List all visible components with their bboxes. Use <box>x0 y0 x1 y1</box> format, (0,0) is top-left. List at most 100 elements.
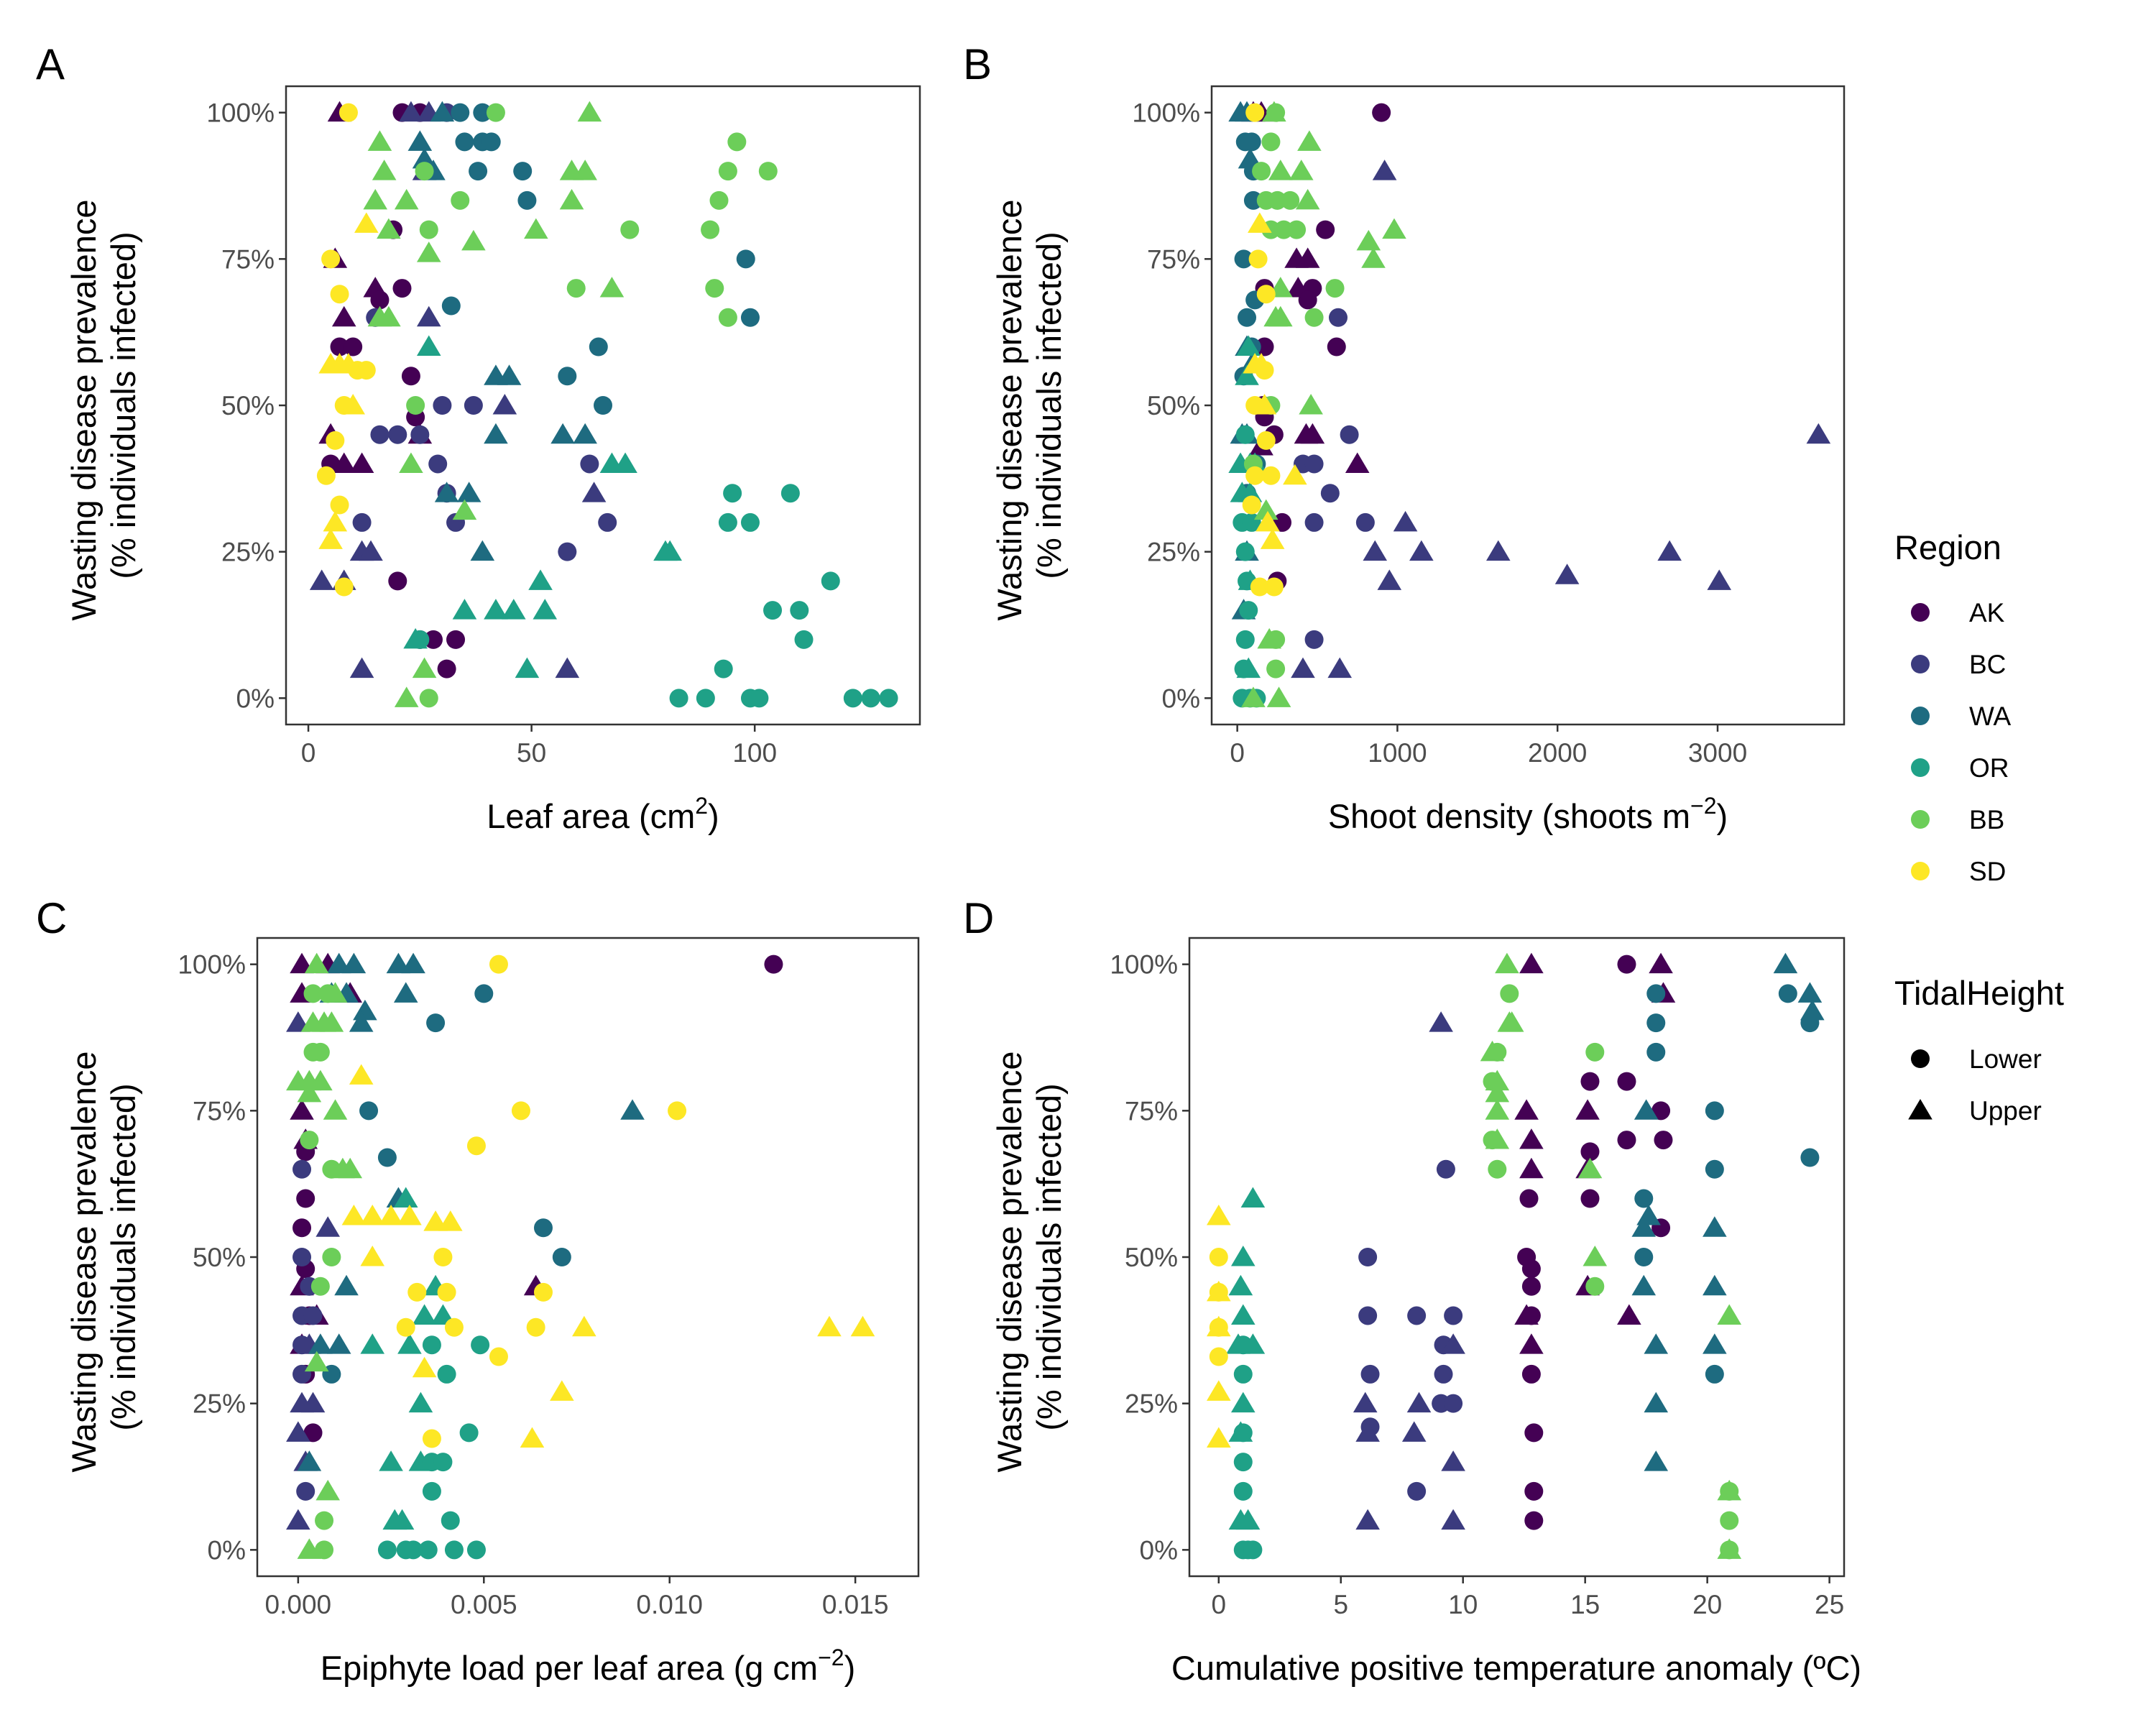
panel-a-y-tick-label: 25% <box>221 538 275 567</box>
panel-c-data-point-or <box>430 1304 456 1325</box>
panel-b-data-point-sd <box>1256 285 1276 304</box>
panel-d-data-point-bc <box>1358 1306 1378 1325</box>
panel-b-data-point-ak <box>1298 290 1317 310</box>
panel-c-data-point-bb <box>300 1131 319 1150</box>
panel-c-data-point-bb <box>308 1070 333 1091</box>
panel-d-data-point-ak <box>1519 1189 1539 1208</box>
panel-c-data-point-or <box>422 1481 441 1501</box>
panel-c-data-point-wa <box>393 982 418 1003</box>
panel-b-data-point-ak <box>1345 452 1370 473</box>
panel-d-data-point-sd <box>1209 1248 1228 1266</box>
panel-d-data-point-or <box>1233 1481 1253 1501</box>
panel-c-data-point-wa <box>426 1013 446 1033</box>
panel-c-data-point-bc <box>315 1216 341 1237</box>
panel-a-data-point-or <box>501 599 526 620</box>
panel-d-data-point-wa <box>1800 1148 1820 1167</box>
panel-b-y-tick-label: 50% <box>1147 391 1200 420</box>
panel-d-data-point-ak <box>1519 952 1544 974</box>
panel-a-y-axis-title-line2: (% individuals infected) <box>104 231 142 579</box>
panel-a-data-point-bc <box>555 657 580 678</box>
panel-d-data-point-bc <box>1353 1392 1378 1413</box>
panel-d-data-point-ak <box>1654 1131 1673 1150</box>
panel-a-data-point-wa <box>497 364 522 385</box>
panel-c-data-point-ak <box>764 954 783 974</box>
panel-a-data-point-wa <box>594 396 612 415</box>
panel-c-data-point-sd <box>396 1317 415 1337</box>
panel-c-data-point-ak <box>296 1189 315 1208</box>
region-legend-key-or <box>1911 758 1930 777</box>
panel-a-x-tick-label: 0 <box>301 738 316 768</box>
panel-d-data-point-wa <box>1800 1013 1820 1033</box>
panel-d-data-point-ak <box>1649 952 1673 974</box>
panel-b-data-point-bc <box>1393 510 1418 532</box>
panel-b-data-point-or <box>1235 630 1255 649</box>
panel-a-data-point-wa <box>736 249 755 269</box>
panel-c-data-point-or <box>444 1540 464 1560</box>
panel-c-data-point-bc <box>286 1509 310 1530</box>
panel-a-data-point-bc <box>492 394 517 415</box>
panel-a-data-point-wa <box>412 147 437 169</box>
panel-d-x-tick-label: 10 <box>1448 1590 1478 1619</box>
panel-a-data-point-bb <box>406 396 425 415</box>
panel-c-data-point-or <box>393 1187 418 1208</box>
panel-d-data-point-or <box>1228 1274 1253 1296</box>
panel-c-data-point-sd <box>572 1315 596 1337</box>
panel-a-data-point-ak <box>401 367 420 386</box>
panel-d-data-point-bc <box>1355 1509 1380 1530</box>
panel-b-data-point-sd <box>1260 528 1285 549</box>
panel-d-data-point-bc <box>1407 1481 1427 1501</box>
panel-d-data-point-wa <box>1646 1013 1666 1033</box>
panel-c-data-point-wa <box>552 1248 571 1266</box>
panel-d-data-point-or <box>1235 1509 1261 1530</box>
panel-d-data-point-wa <box>1644 1333 1669 1354</box>
panel-c-data-point-or <box>437 1364 456 1384</box>
panel-a-data-point-or <box>613 452 637 473</box>
panel-d-data-point-wa <box>1705 1364 1724 1384</box>
region-legend-title: Region <box>1894 528 2001 566</box>
panel-d-y-tick-label: 100% <box>1110 950 1178 980</box>
tidal-height-legend-key-lower <box>1911 1049 1930 1068</box>
panel-a-data-point-bc <box>598 512 617 532</box>
panel-c-data-point-bb <box>303 984 323 1003</box>
region-legend-items: AK BC WA OR BB SD <box>1911 598 2012 886</box>
panel-d-data-point-or <box>1233 1453 1253 1472</box>
panel-a-data-point-bc <box>388 425 407 444</box>
panel-c-y-axis-title-line2: (% individuals infected) <box>104 1083 142 1430</box>
panel-b-data-point-bc <box>1806 423 1831 444</box>
panel-d-data-point-or <box>1240 1187 1266 1208</box>
panel-d-y-tick-label: 75% <box>1125 1096 1178 1126</box>
panel-a-data-point-bb <box>394 188 419 210</box>
panel-a-data-point-ak <box>370 290 390 310</box>
panel-a-data-point-or <box>723 484 742 503</box>
panel-b-points <box>1228 101 1831 708</box>
panel-d-x-axis-title: Cumulative positive temperature anomaly … <box>1171 1649 1861 1687</box>
panel-a-data-point-sd <box>321 249 341 269</box>
panel-a-data-point-wa <box>513 162 533 181</box>
panel-a-data-point-bb <box>573 160 597 180</box>
panel-a-data-point-bc <box>370 425 390 444</box>
panel-b-data-point-wa <box>1243 190 1263 210</box>
panel-d-data-point-bc <box>1401 1421 1427 1442</box>
panel-c-data-point-bb <box>304 1351 329 1372</box>
panel-d-data-point-ak <box>1521 1276 1541 1296</box>
panel-b-data-point-bb <box>1295 188 1320 210</box>
panel-b-data-point-bb <box>1261 132 1281 152</box>
panel-b-data-point-bb <box>1266 659 1286 678</box>
panel-d-x-tick-label: 20 <box>1692 1590 1722 1619</box>
panel-d-data-point-bb <box>1485 1070 1510 1091</box>
panel-c-data-point-bc <box>292 1248 312 1266</box>
panel-b-data-point-bb <box>1287 220 1307 239</box>
panel-b-data-point-sd <box>1242 495 1261 515</box>
panel-c-data-point-sd <box>360 1204 385 1225</box>
panel-a-y-axis-title: Wasting disease prevalence (% individual… <box>65 190 142 620</box>
panel-d-data-point-ak <box>1617 1131 1636 1150</box>
panel-a-data-point-wa <box>589 337 608 356</box>
panel-d-data-point-or <box>1243 1540 1263 1560</box>
panel-b-data-point-bb <box>1268 305 1293 327</box>
panel-b-data-point-bb <box>1274 220 1294 239</box>
panel-c-data-point-ak <box>290 1099 314 1120</box>
panel-d-data-point-or <box>1233 1364 1253 1384</box>
panel-b-x-tick-label: 3000 <box>1688 738 1747 768</box>
panel-b-data-point-bb <box>1268 190 1287 210</box>
panel-b-data-point-bc <box>1707 569 1732 590</box>
